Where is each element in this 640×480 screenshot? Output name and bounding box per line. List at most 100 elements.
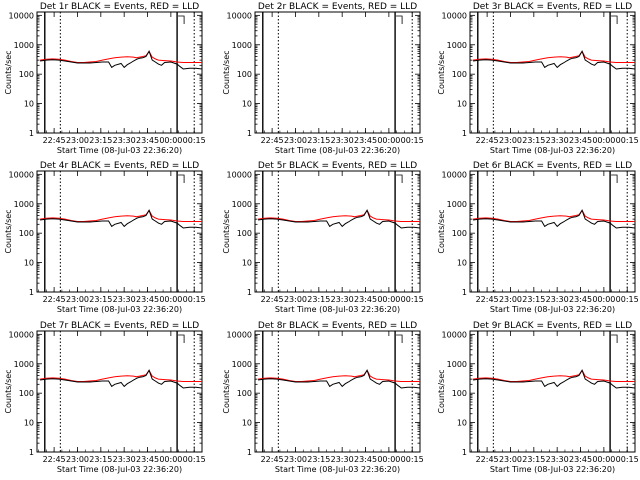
chart-title: Det 1r BLACK = Events, RED = LLD [40, 2, 199, 12]
x-tick-label: 00:15 [616, 455, 639, 464]
x-tick-label: 22:45 [476, 136, 499, 145]
x-tick-label: 23:45 [136, 136, 159, 145]
x-tick-label: 23:45 [569, 136, 592, 145]
chart-panel: Det 3r BLACK = Events, RED = LLD 1 10 100 10… [437, 2, 639, 155]
chart-panel: Det 7r BLACK = Events, RED = LLD 1 10 100 10… [4, 321, 206, 474]
x-tick-label: 23:00 [284, 295, 307, 304]
x-tick-label: 23:15 [522, 295, 545, 304]
x-tick-label: 23:15 [89, 136, 112, 145]
x-tick-label: 00:15 [183, 136, 206, 145]
chart-panel: Det 8r BLACK = Events, RED = LLD 1 10 100 10… [222, 321, 424, 474]
x-tick-label: 23:45 [136, 455, 159, 464]
x-tick-label: 23:15 [522, 455, 545, 464]
x-tick-label: 23:15 [307, 455, 330, 464]
chart-title: Det 2r BLACK = Events, RED = LLD [258, 2, 417, 12]
y-tick-label: 10 [24, 100, 34, 109]
chart-panel: Det 9r BLACK = Events, RED = LLD 1 10 100 10… [437, 321, 639, 474]
y-tick-label: 100 [452, 389, 467, 398]
y-tick-label: 10 [457, 100, 467, 109]
x-axis-label: Start Time (08-Jul-03 22:36:20) [57, 465, 182, 474]
x-tick-label: 23:30 [331, 295, 354, 304]
x-tick-label: 22:45 [43, 295, 66, 304]
x-tick-label: 00:00 [159, 136, 182, 145]
x-tick-label: 00:15 [183, 295, 206, 304]
x-tick-label: 23:00 [499, 136, 522, 145]
y-tick-label: 1 [29, 129, 34, 138]
y-tick-label: 1 [29, 448, 34, 457]
x-tick-label: 00:15 [616, 295, 639, 304]
x-tick-label: 00:00 [377, 455, 400, 464]
y-axis-label: Counts/sec [4, 50, 13, 94]
y-tick-label: 100 [237, 389, 252, 398]
series-line [473, 209, 636, 229]
plot-frame [36, 170, 203, 293]
y-tick-label: 1 [462, 129, 467, 138]
y-tick-label: 100 [19, 389, 34, 398]
x-axis-label: Start Time (08-Jul-03 22:36:20) [275, 146, 400, 155]
y-tick-label: 1000 [14, 200, 34, 209]
chart-panel: Det 6r BLACK = Events, RED = LLD 1 10 100 10… [437, 161, 639, 314]
x-tick-label: 23:00 [66, 295, 89, 304]
chart-panel: Det 2r BLACK = Events, RED = LLD 1 10 100 10… [222, 2, 424, 155]
x-tick-label: 00:00 [159, 455, 182, 464]
x-tick-label: 23:45 [354, 136, 377, 145]
marker-bracket [178, 15, 185, 24]
x-tick-label: 23:00 [499, 295, 522, 304]
y-tick-label: 10000 [227, 330, 252, 339]
y-tick-label: 100 [19, 70, 34, 79]
x-tick-label: 23:30 [331, 136, 354, 145]
plot-frame [469, 170, 636, 293]
x-axis-label: Start Time (08-Jul-03 22:36:20) [490, 465, 615, 474]
x-tick-label: 23:15 [89, 295, 112, 304]
y-tick-label: 10 [457, 259, 467, 268]
chart-panel: Det 5r BLACK = Events, RED = LLD 1 10 100 10… [222, 161, 424, 314]
series-line [258, 369, 421, 389]
marker-bracket [396, 334, 403, 343]
series-line [473, 50, 636, 70]
marker-bracket [611, 174, 618, 183]
y-tick-label: 1 [247, 129, 252, 138]
marker-bracket [178, 334, 185, 343]
plot-frame [469, 11, 636, 134]
y-tick-label: 1000 [447, 41, 467, 50]
chart-title: Det 4r BLACK = Events, RED = LLD [40, 161, 199, 171]
y-axis-label: Counts/sec [4, 209, 13, 253]
y-tick-label: 10000 [9, 330, 34, 339]
y-tick-label: 10000 [227, 170, 252, 179]
y-tick-label: 10 [24, 259, 34, 268]
series-line [258, 209, 421, 229]
y-tick-label: 1000 [232, 41, 252, 50]
y-tick-label: 1 [247, 448, 252, 457]
plot-frame [36, 11, 203, 134]
x-tick-label: 22:45 [261, 136, 284, 145]
y-tick-label: 10000 [9, 11, 34, 20]
y-tick-label: 100 [452, 229, 467, 238]
y-tick-label: 1000 [447, 360, 467, 369]
y-axis-label: Counts/sec [222, 369, 231, 413]
y-tick-label: 1000 [232, 360, 252, 369]
x-tick-label: 23:15 [307, 295, 330, 304]
x-tick-label: 23:30 [546, 136, 569, 145]
chart-title: Det 9r BLACK = Events, RED = LLD [473, 321, 632, 331]
x-tick-label: 00:15 [401, 136, 424, 145]
y-tick-label: 100 [452, 70, 467, 79]
x-tick-label: 23:45 [354, 455, 377, 464]
y-axis-label: Counts/sec [222, 50, 231, 94]
x-tick-label: 23:30 [113, 136, 136, 145]
x-tick-label: 00:00 [592, 295, 615, 304]
x-tick-label: 23:15 [522, 136, 545, 145]
y-tick-label: 1 [29, 288, 34, 297]
marker-bracket [396, 174, 403, 183]
y-tick-label: 1 [462, 448, 467, 457]
y-tick-label: 10000 [442, 330, 467, 339]
x-tick-label: 23:00 [499, 455, 522, 464]
x-tick-label: 22:45 [43, 136, 66, 145]
x-tick-label: 00:15 [401, 455, 424, 464]
plot-frame [254, 330, 421, 453]
x-tick-label: 00:15 [616, 136, 639, 145]
chart-title: Det 5r BLACK = Events, RED = LLD [258, 161, 417, 171]
plot-frame [254, 11, 421, 134]
x-tick-label: 23:45 [569, 455, 592, 464]
chart-title: Det 6r BLACK = Events, RED = LLD [473, 161, 632, 171]
